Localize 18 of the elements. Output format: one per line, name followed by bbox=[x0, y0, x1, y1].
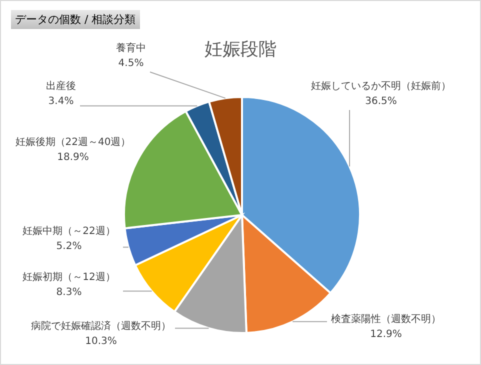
data-label: 36.5% bbox=[365, 96, 397, 107]
slice-label: 妊娠後期（22週～40週） bbox=[15, 136, 131, 148]
slice-label: 検査薬陽性（週数不明） bbox=[331, 313, 441, 325]
slice-label: 病院で妊娠確認済（週数不明） bbox=[31, 320, 171, 332]
data-label: 12.9% bbox=[370, 329, 402, 340]
data-label: 5.2% bbox=[56, 241, 82, 252]
slice-label: 妊娠中期（～22週） bbox=[22, 225, 116, 237]
data-label: 3.4% bbox=[48, 96, 74, 107]
data-label: 10.3% bbox=[85, 336, 117, 347]
slice-label: 妊娠初期（～12週） bbox=[22, 271, 116, 283]
data-label: 18.9% bbox=[57, 152, 89, 163]
data-label: 8.3% bbox=[56, 287, 82, 298]
data-label: 4.5% bbox=[118, 58, 144, 69]
chart-title: 妊娠段階 bbox=[204, 39, 276, 60]
slice-label: 出産後 bbox=[46, 80, 76, 92]
text: データの個数 / 相談分類 bbox=[11, 10, 140, 29]
slice-label: 妊娠しているか不明（妊娠前） bbox=[311, 80, 451, 92]
slice-label: 養育中 bbox=[116, 42, 146, 54]
